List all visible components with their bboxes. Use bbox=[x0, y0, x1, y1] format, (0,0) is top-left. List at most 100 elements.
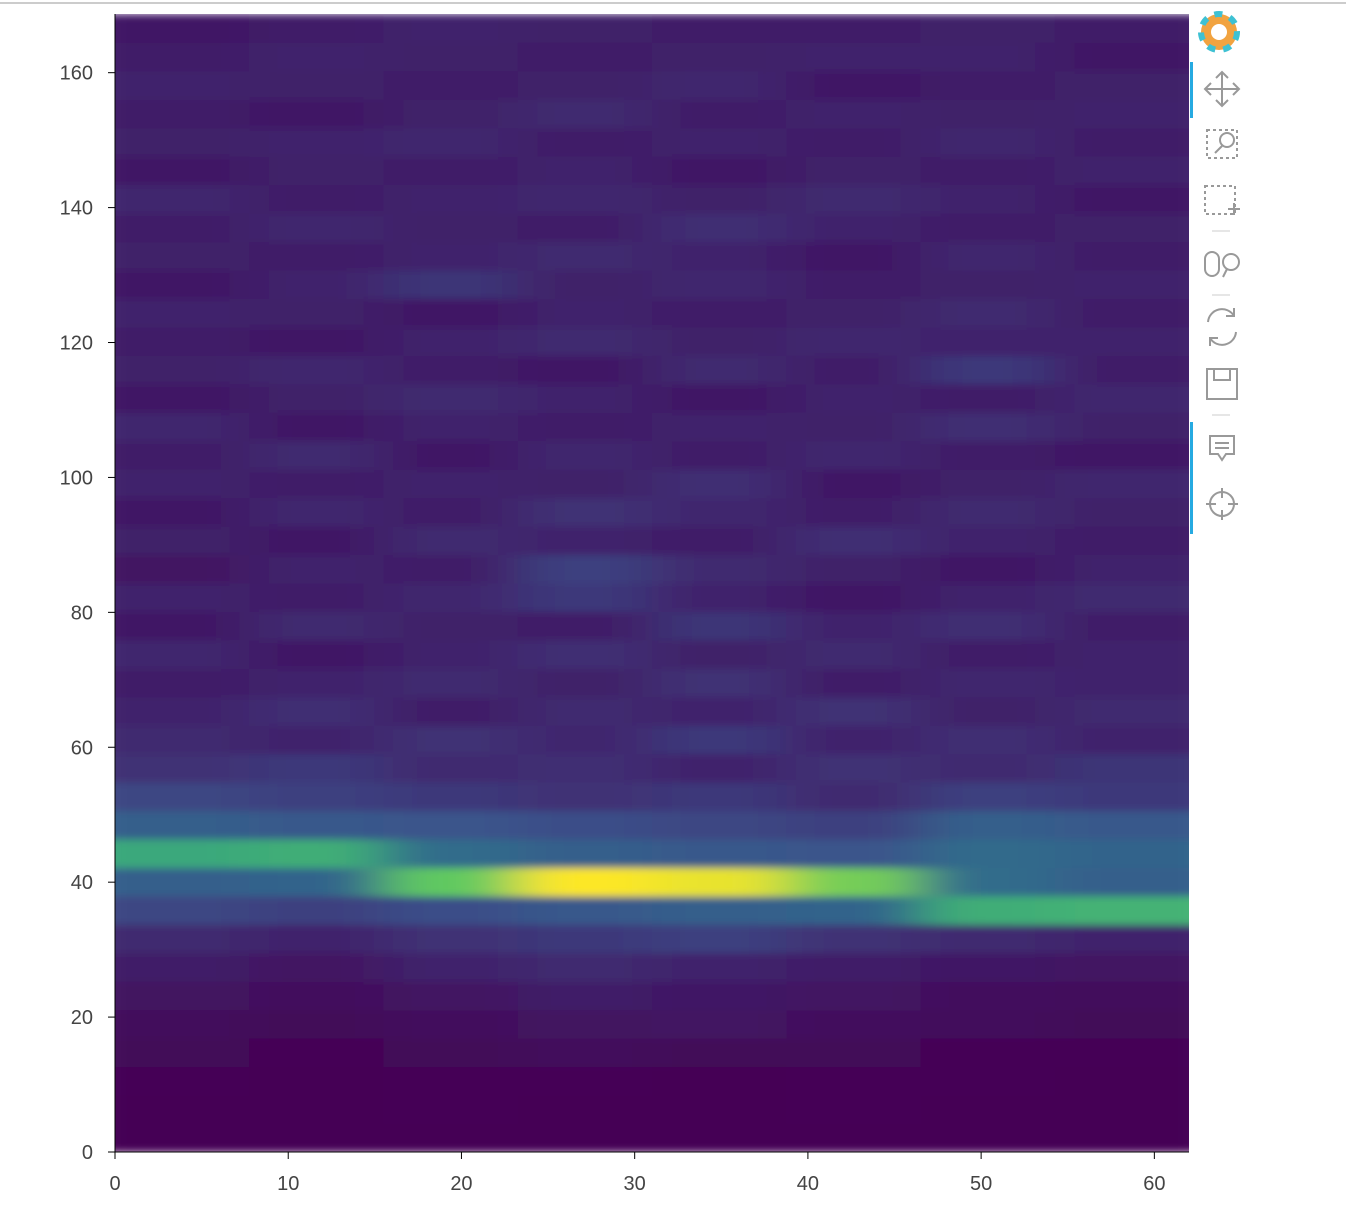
cell bbox=[115, 583, 250, 612]
cell bbox=[383, 725, 519, 755]
cell bbox=[115, 1123, 250, 1152]
cell bbox=[786, 611, 921, 641]
cell bbox=[517, 867, 653, 897]
cell bbox=[786, 668, 921, 698]
cell bbox=[517, 42, 653, 72]
cell bbox=[652, 782, 787, 812]
cell bbox=[786, 1095, 921, 1125]
cell bbox=[920, 270, 1056, 299]
cell bbox=[920, 14, 1056, 43]
hover-tool[interactable] bbox=[1209, 435, 1235, 462]
cell bbox=[115, 270, 250, 299]
cell bbox=[652, 355, 787, 385]
cell bbox=[652, 42, 787, 72]
cell bbox=[652, 127, 787, 157]
cell bbox=[1054, 383, 1189, 413]
cell bbox=[652, 668, 787, 698]
cell bbox=[115, 326, 250, 356]
cell bbox=[920, 412, 1056, 442]
crosshair-tool[interactable] bbox=[1206, 488, 1238, 520]
wheel-zoom-tool[interactable] bbox=[1204, 251, 1240, 278]
cell bbox=[517, 810, 653, 840]
save-tool[interactable] bbox=[1206, 368, 1238, 400]
cell bbox=[652, 326, 787, 356]
cell bbox=[652, 497, 787, 527]
cell bbox=[1054, 696, 1189, 726]
cell bbox=[383, 14, 519, 43]
cell bbox=[249, 554, 384, 584]
cell bbox=[652, 924, 787, 954]
cell bbox=[1054, 412, 1189, 442]
cell bbox=[652, 469, 787, 499]
cell bbox=[920, 127, 1056, 157]
y-tick-label: 140 bbox=[60, 198, 93, 220]
cell bbox=[249, 1066, 384, 1096]
cell bbox=[786, 99, 921, 129]
cell bbox=[517, 753, 653, 783]
cell bbox=[517, 497, 653, 527]
cell bbox=[652, 611, 787, 641]
cell bbox=[517, 526, 653, 556]
cell bbox=[115, 184, 250, 214]
cell bbox=[249, 440, 384, 470]
cell bbox=[383, 810, 519, 840]
cell bbox=[920, 839, 1056, 868]
box-zoom-tool[interactable] bbox=[1206, 129, 1238, 159]
cell bbox=[249, 952, 384, 982]
cell bbox=[115, 469, 250, 499]
cell bbox=[383, 156, 519, 186]
cell bbox=[115, 241, 250, 271]
cell bbox=[1054, 1066, 1189, 1096]
cell bbox=[249, 981, 384, 1011]
cell bbox=[1054, 1123, 1189, 1152]
logo-ring bbox=[1198, 11, 1240, 53]
cell bbox=[652, 725, 787, 755]
cell bbox=[652, 412, 787, 442]
cell bbox=[786, 639, 921, 669]
cell bbox=[786, 383, 921, 413]
pan-tool[interactable] bbox=[1203, 70, 1241, 108]
cell bbox=[1054, 99, 1189, 129]
active-marker bbox=[1190, 422, 1193, 534]
cell bbox=[517, 270, 653, 299]
cell bbox=[920, 99, 1056, 129]
cell bbox=[115, 782, 250, 812]
cell bbox=[517, 981, 653, 1011]
cell bbox=[517, 383, 653, 413]
cell bbox=[383, 981, 519, 1011]
cell bbox=[115, 127, 250, 157]
cell bbox=[115, 981, 250, 1011]
cell bbox=[383, 326, 519, 356]
cell bbox=[1054, 326, 1189, 356]
cell bbox=[1054, 895, 1189, 925]
cell bbox=[249, 184, 384, 214]
cell bbox=[652, 14, 787, 43]
cell bbox=[920, 639, 1056, 669]
cell bbox=[383, 526, 519, 556]
reset-tool[interactable] bbox=[1207, 308, 1237, 346]
cell bbox=[383, 497, 519, 527]
cell bbox=[652, 867, 787, 897]
cell bbox=[383, 355, 519, 385]
cell bbox=[517, 668, 653, 698]
box-select-tool[interactable] bbox=[1204, 185, 1240, 215]
cell bbox=[249, 1123, 384, 1152]
cell bbox=[115, 526, 250, 556]
cell bbox=[249, 70, 384, 100]
cell bbox=[383, 895, 519, 925]
cell bbox=[249, 639, 384, 669]
cell bbox=[249, 583, 384, 612]
cell bbox=[383, 270, 519, 299]
cell bbox=[249, 924, 384, 954]
cell bbox=[115, 42, 250, 72]
y-tick-label: 100 bbox=[60, 467, 93, 489]
cell bbox=[249, 156, 384, 186]
cell bbox=[383, 753, 519, 783]
cell bbox=[249, 469, 384, 499]
cell bbox=[517, 782, 653, 812]
cell bbox=[517, 213, 653, 243]
cell bbox=[249, 782, 384, 812]
cell bbox=[383, 213, 519, 243]
cell bbox=[517, 839, 653, 868]
cell bbox=[517, 184, 653, 214]
